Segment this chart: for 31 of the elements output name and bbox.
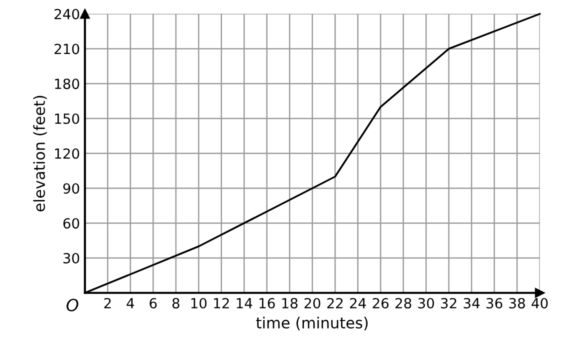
x-tick-label: 2 [104, 298, 111, 308]
y-tick-label: 210 [54, 44, 80, 54]
y-tick-label: 30 [63, 252, 80, 264]
x-tick-label: 14 [236, 298, 252, 308]
y-tick-label: 120 [55, 148, 80, 159]
x-tick-label: 32 [441, 298, 456, 308]
x-axis-title: time (minutes) [256, 316, 368, 330]
y-axis-title: elevation (feet) [33, 96, 47, 212]
x-tick-label: 4 [126, 298, 134, 308]
x-tick-label: 38 [509, 298, 525, 308]
x-tick-label: 36 [486, 298, 502, 308]
x-tick-label: 12 [214, 298, 229, 308]
annotation: O [66, 298, 78, 312]
x-tick-label: 6 [150, 298, 157, 308]
x-tick-label: 18 [282, 298, 298, 308]
x-tick-label: 8 [172, 298, 180, 308]
y-tick-label: 180 [55, 78, 80, 90]
y-tick-label: 60 [63, 218, 80, 229]
y-tick-label: 240 [54, 8, 80, 20]
y-tick-label: 150 [55, 113, 80, 124]
x-tick-label: 28 [396, 298, 412, 308]
x-tick-label: 30 [418, 298, 434, 308]
x-tick-label: 40 [532, 298, 548, 308]
x-tick-label: 24 [350, 298, 366, 308]
x-tick-label: 26 [372, 298, 389, 308]
x-tick-label: 16 [260, 298, 275, 308]
x-tick-label: 34 [464, 298, 480, 308]
x-tick-label: 22 [327, 298, 343, 308]
x-tick-label: 20 [304, 298, 320, 308]
x-tick-label: 10 [191, 298, 207, 308]
y-tick-label: 90 [63, 183, 80, 194]
